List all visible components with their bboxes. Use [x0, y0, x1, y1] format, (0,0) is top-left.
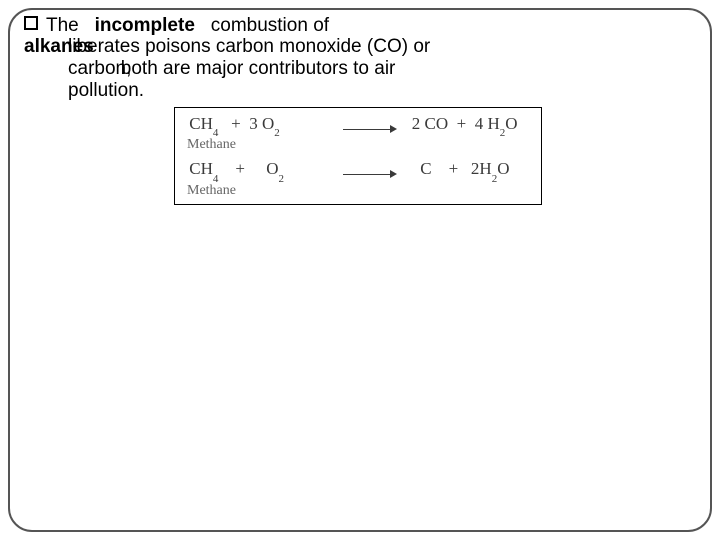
equation-1-label: Methane [187, 137, 531, 153]
equation-2-text: CH4 + O2 C + 2H2O [185, 159, 509, 181]
arrow-icon [343, 128, 397, 129]
word-incomplete: incomplete [95, 15, 195, 36]
bullet-line1: The incomplete combustion of [46, 14, 329, 39]
bullet-line2: liberates poisons carbon monoxide (CO) o… [68, 36, 430, 58]
equation-2: CH4 + O2 C + 2H2O [185, 159, 531, 181]
line3-rest: both are major contributors to air [121, 58, 396, 79]
equation-box: CH4 + 3 O2 2 CO + 4 H2O Methane CH4 + O2… [174, 107, 542, 205]
equation-1-text: CH4 + 3 O2 2 CO + 4 H2O [185, 114, 518, 136]
equation-2-label: Methane [187, 183, 531, 199]
words-combustion-of: combustion of [211, 15, 329, 36]
arrow-icon [343, 173, 397, 174]
square-bullet-icon [24, 16, 38, 30]
bullet-line4: pollution. [68, 80, 144, 102]
bullet-line3: both are major contributors to air [68, 58, 395, 80]
equation-1: CH4 + 3 O2 2 CO + 4 H2O [185, 114, 531, 136]
word-the: The [46, 15, 79, 36]
